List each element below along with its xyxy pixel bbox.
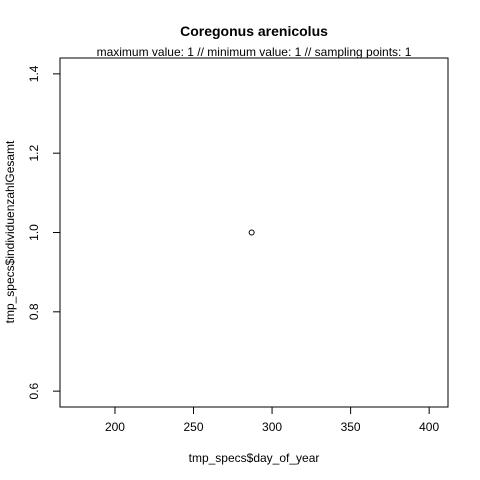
x-tick-label: 200 [105, 420, 125, 434]
y-tick-label: 0.6 [27, 382, 41, 399]
x-axis: 200 250 300 350 400 [105, 406, 439, 434]
y-axis-label: tmp_specs$individuenzahlGesamt [3, 140, 17, 323]
x-tick-label: 350 [341, 420, 361, 434]
y-tick-label: 0.8 [27, 303, 41, 320]
y-tick-label: 1.2 [27, 145, 41, 162]
x-tick-label: 300 [262, 420, 282, 434]
x-tick-label: 250 [184, 420, 204, 434]
x-tick-label: 400 [419, 420, 439, 434]
chart-subtitle: maximum value: 1 // minimum value: 1 // … [97, 45, 412, 59]
data-point [248, 229, 255, 236]
chart-title: Coregonus arenicolus [180, 23, 328, 39]
data-points [248, 229, 255, 236]
y-tick-label: 1.0 [27, 224, 41, 241]
x-axis-label: tmp_specs$day_of_year [189, 451, 320, 465]
y-axis: 0.6 0.8 1.0 1.2 1.4 [27, 65, 61, 399]
y-tick-label: 1.4 [27, 65, 41, 82]
